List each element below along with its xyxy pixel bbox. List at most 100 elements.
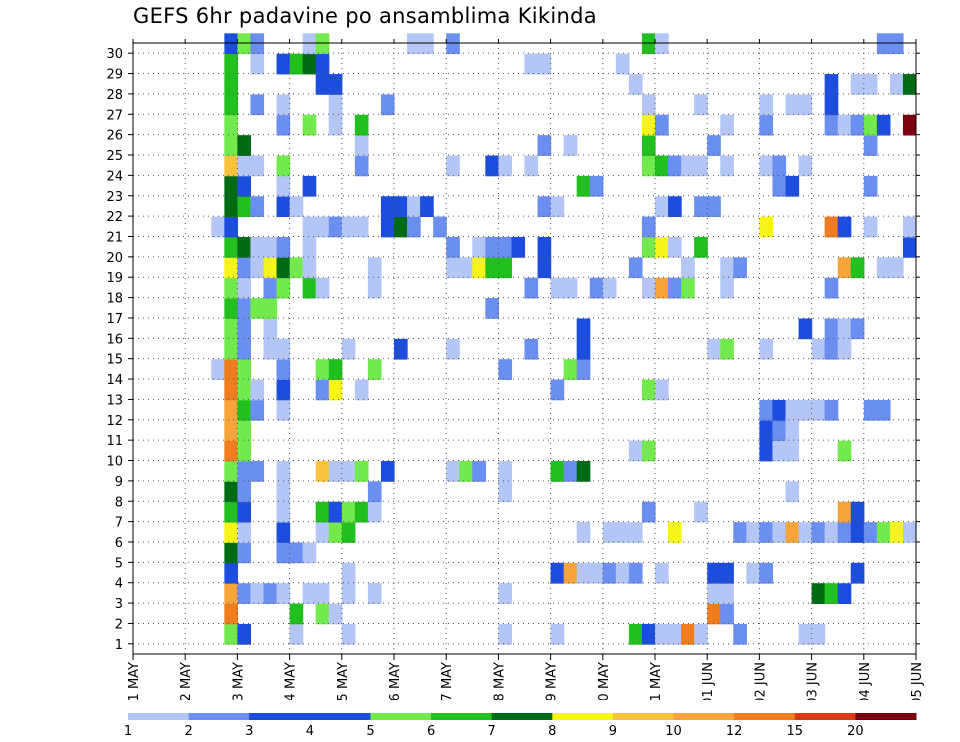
heatmap-cell: [224, 94, 238, 116]
heatmap-cell: [328, 114, 343, 136]
heatmap-cell: [824, 114, 839, 136]
heatmap-cell: [707, 196, 721, 218]
y-tick-label: 23: [106, 190, 123, 205]
heatmap-cell: [302, 53, 317, 75]
heatmap-cell: [237, 135, 252, 156]
heatmap-cell: [811, 583, 826, 604]
heatmap-cell: [655, 379, 669, 401]
heatmap-cell: [602, 277, 617, 299]
heatmap-cell: [720, 338, 734, 360]
heatmap-cell: [250, 155, 265, 177]
heatmap-cell: [394, 216, 408, 238]
heatmap-cell: [276, 399, 291, 421]
heatmap-cell: [759, 522, 774, 543]
heatmap-cell: [863, 74, 878, 95]
heatmap-cell: [394, 338, 408, 360]
heatmap-cell: [237, 542, 252, 564]
heatmap-cell: [302, 542, 317, 564]
heatmap-cell: [224, 501, 238, 523]
heatmap-cell: [263, 277, 278, 299]
heatmap-cell: [602, 522, 617, 543]
heatmap-cell: [328, 74, 343, 95]
heatmap-cell: [798, 399, 813, 421]
heatmap-cell: [615, 53, 630, 75]
heatmap-cell: [641, 501, 656, 523]
chart-title: GEFS 6hr padavine po ansamblima Kikinda: [133, 4, 597, 28]
heatmap-cell: [694, 196, 708, 218]
heatmap-cell: [224, 175, 238, 197]
heatmap-cell: [785, 399, 800, 421]
heatmap-cell: [498, 236, 513, 258]
heatmap-cell: [641, 236, 656, 258]
heatmap-cell: [263, 338, 278, 360]
heatmap-cell: [537, 236, 552, 258]
heatmap-cell: [759, 94, 774, 116]
colorbar-swatch: [249, 713, 311, 720]
heatmap-cell: [224, 74, 238, 95]
heatmap-cell: [668, 623, 682, 645]
heatmap-cell: [837, 440, 852, 462]
heatmap-cell: [237, 623, 252, 645]
heatmap-cell: [720, 603, 734, 625]
y-tick-label: 29: [106, 68, 123, 83]
heatmap-cell: [276, 583, 291, 604]
heatmap-cell: [824, 522, 839, 543]
colorbar-swatch: [188, 713, 250, 720]
heatmap-cell: [328, 461, 343, 482]
heatmap-cell: [720, 583, 734, 604]
heatmap-cell: [863, 216, 878, 238]
heatmap-plot: 1234567891011121314151617181920212223242…: [106, 33, 925, 700]
colorbar-swatch: [128, 713, 190, 720]
heatmap-cell: [655, 33, 669, 55]
heatmap-cell: [707, 562, 721, 584]
heatmap-cell: [655, 155, 669, 177]
colorbar-label: 6: [427, 724, 435, 739]
heatmap-cell: [824, 399, 839, 421]
heatmap-cell: [224, 216, 238, 238]
heatmap-cell: [302, 114, 317, 136]
heatmap-cell: [720, 155, 734, 177]
heatmap-cell: [224, 359, 238, 380]
heatmap-cell: [694, 501, 708, 523]
heatmap-cell: [224, 338, 238, 360]
heatmap-cell: [224, 399, 238, 421]
heatmap-cell: [707, 603, 721, 625]
heatmap-cell: [250, 33, 265, 55]
heatmap-cell: [824, 94, 839, 116]
heatmap-cell: [498, 583, 513, 604]
heatmap-cell: [772, 155, 787, 177]
heatmap-cell: [524, 53, 539, 75]
heatmap-cell: [641, 155, 656, 177]
heatmap-cell: [798, 94, 813, 116]
y-tick-label: 10: [106, 455, 123, 470]
heatmap-cell: [237, 501, 252, 523]
heatmap-cell: [707, 135, 721, 156]
heatmap-cell: [367, 481, 382, 503]
heatmap-cell: [668, 196, 682, 218]
heatmap-cell: [759, 155, 774, 177]
y-axis: 1234567891011121314151617181920212223242…: [106, 47, 920, 653]
heatmap-cell: [315, 379, 330, 401]
heatmap-cell: [237, 481, 252, 503]
heatmap-cell: [850, 501, 865, 523]
heatmap-cell: [498, 155, 513, 177]
heatmap-cell: [798, 155, 813, 177]
heatmap-cell: [420, 196, 434, 218]
heatmap-cell: [628, 257, 643, 279]
heatmap-cell: [407, 33, 421, 55]
heatmap-cell: [224, 562, 238, 584]
heatmap-cell: [367, 277, 382, 299]
heatmap-cell: [485, 155, 499, 177]
y-tick-label: 16: [106, 332, 123, 347]
heatmap-cell: [889, 74, 904, 95]
heatmap-cell: [433, 216, 447, 238]
heatmap-cell: [446, 155, 460, 177]
heatmap-cell: [811, 623, 826, 645]
heatmap-cell: [250, 583, 265, 604]
heatmap-cell: [224, 33, 238, 55]
heatmap-cell: [876, 33, 891, 55]
heatmap-cell: [341, 501, 356, 523]
colorbar-label: 7: [488, 724, 496, 739]
heatmap-cell: [837, 522, 852, 543]
heatmap-cell: [446, 236, 460, 258]
